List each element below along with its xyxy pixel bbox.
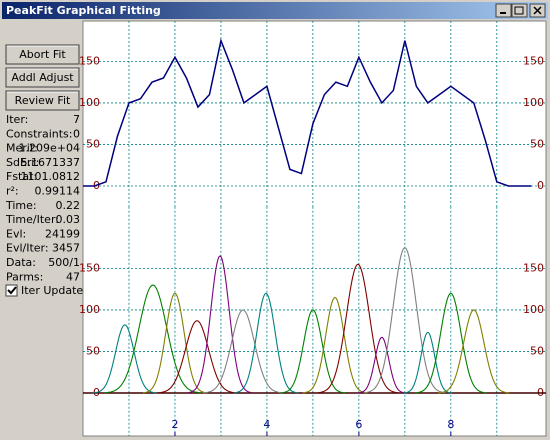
y-tick-label: 50 (86, 344, 100, 357)
stat-label: Evl: (6, 227, 26, 240)
y-tick-label: 100 (79, 303, 100, 316)
stat-label: Constraints: (6, 127, 72, 140)
stat-value: 24199 (45, 227, 80, 240)
button-label: Addl Adjust (11, 71, 74, 84)
stat-value: 1.209e+04 (19, 142, 80, 155)
close-icon (533, 6, 542, 15)
stat-label: Parms: (6, 270, 43, 283)
checkbox-label: Iter Update (21, 284, 83, 297)
maximize-icon (514, 6, 524, 15)
fit-line (83, 38, 532, 187)
button-label: Abort Fit (19, 48, 66, 61)
y-tick-label: 50 (86, 137, 100, 150)
window-title: PeakFit Graphical Fitting (6, 4, 161, 17)
stat-label: Time/Iter: (5, 213, 59, 226)
stat-value: 3457 (52, 242, 80, 255)
y-tick-label: 100 (79, 96, 100, 109)
stat-label: Evl/Iter: (6, 242, 49, 255)
peak (364, 246, 446, 394)
stat-value: 5.1671337 (21, 156, 81, 169)
stat-value: 0 (73, 127, 80, 140)
y-tick-label-right: 0 (537, 179, 544, 192)
stat-label: r²: (6, 185, 19, 198)
peak (187, 255, 253, 394)
maximize-button[interactable] (511, 3, 528, 18)
peak (156, 320, 238, 394)
plot: 0050501001001501500050501001001501502468 (79, 21, 546, 436)
stat-value: 0.03 (56, 213, 81, 226)
stat-value: 0.22 (56, 199, 81, 212)
minimize-button[interactable] (495, 3, 512, 18)
peak (302, 296, 368, 394)
y-tick-label-right: 50 (530, 344, 544, 357)
y-tick-label: 150 (79, 261, 100, 274)
x-tick-label: 2 (171, 418, 178, 431)
stat-value: 0.99114 (35, 185, 81, 198)
plot-area (82, 20, 547, 437)
y-tick-label: 150 (79, 54, 100, 67)
stat-label: Merit: (6, 142, 38, 155)
stat-label: Iter: (6, 113, 28, 126)
title-bar (2, 2, 548, 19)
checkbox[interactable] (5, 284, 18, 297)
stat-value: 1101.0812 (21, 170, 81, 183)
y-tick-label-right: 150 (523, 261, 544, 274)
stat-label: SdErr: (6, 156, 39, 169)
button[interactable] (5, 90, 80, 111)
x-tick-label: 8 (447, 418, 454, 431)
button-label: Review Fit (15, 94, 71, 107)
button[interactable] (5, 67, 80, 88)
peak (142, 292, 208, 394)
y-tick-label-right: 100 (523, 96, 544, 109)
peak (233, 292, 299, 394)
peak (438, 309, 510, 394)
stat-value: 500/1 (48, 256, 80, 269)
x-tick-label: 4 (263, 418, 270, 431)
peak (415, 292, 487, 394)
y-tick-label-right: 100 (523, 303, 544, 316)
side-panel: Abort Fit Addl Adjust Review Fit Iter: 7Cons… (5, 44, 83, 297)
peak (403, 331, 453, 394)
stat-value: 47 (66, 270, 80, 283)
stat-label: Time: (5, 199, 37, 212)
y-tick-label-right: 150 (523, 54, 544, 67)
stat-label: Fstat: (6, 170, 37, 183)
peak (92, 324, 158, 394)
x-tick-label: 6 (355, 418, 362, 431)
checkmark (7, 286, 17, 295)
peak (280, 309, 346, 394)
peak (104, 284, 202, 394)
window-controls (495, 3, 546, 18)
peak (317, 263, 399, 394)
stat-label: Data: (6, 256, 36, 269)
button[interactable] (5, 44, 80, 65)
stat-value: 7 (73, 113, 80, 126)
peak (202, 309, 284, 394)
y-tick-label-right: 50 (530, 137, 544, 150)
peak (357, 336, 407, 394)
